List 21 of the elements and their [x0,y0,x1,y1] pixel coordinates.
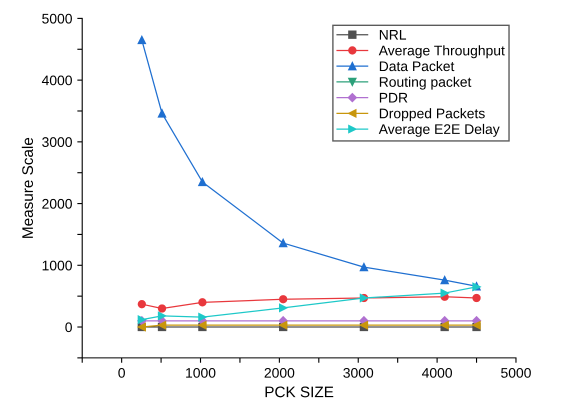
legend-label: Data Packet [380,60,454,72]
x-axis-title: PCK SIZE [266,386,334,398]
y-tick-label: 0 [65,322,72,332]
y-tick-label: 2000 [42,198,72,209]
legend-label: NRL [380,30,406,40]
x-tick-label: 0 [118,368,125,378]
y-tick-label: 1000 [42,260,72,270]
legend-label: Average E2E Delay [378,124,500,137]
x-tick-label: 5000 [501,368,531,378]
legend-label: Routing packet [380,76,472,90]
x-tick-label: 4000 [422,368,452,378]
x-tick-label: 2000 [264,368,294,378]
y-tick-label: 4000 [42,75,72,86]
legend-label: Average Throughput [378,45,505,58]
x-tick-label: 1000 [186,368,216,378]
legend-label: Dropped Packets [380,108,485,122]
y-tick-label: 3000 [42,137,72,148]
y-tick-label: 5000 [42,14,72,24]
x-tick-label: 3000 [343,368,374,378]
y-axis-title: Measure Scale [22,138,34,238]
legend-label: PDR [380,92,408,102]
